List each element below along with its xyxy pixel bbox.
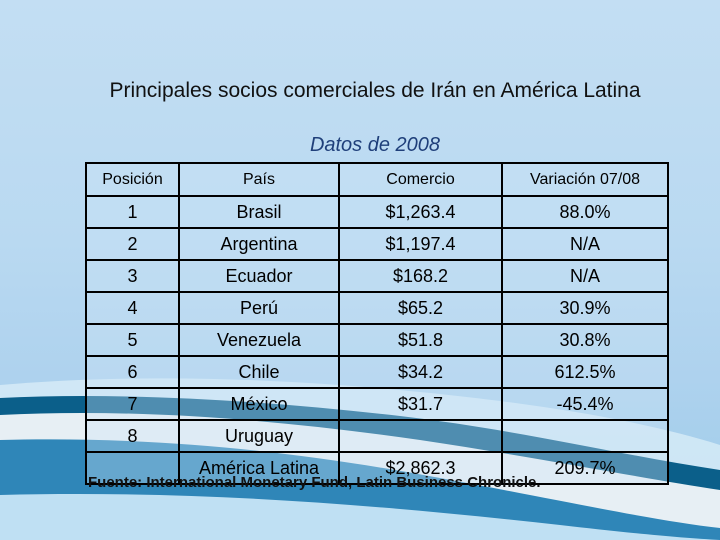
trade-partners-table: Posición País Comercio Variación 07/08 1… bbox=[85, 162, 669, 485]
cell-trade: $34.2 bbox=[338, 355, 503, 389]
cell-country: Brasil bbox=[178, 195, 340, 229]
cell-variation: -45.4% bbox=[501, 387, 669, 421]
table-row: 2 Argentina $1,197.4 N/A bbox=[85, 227, 669, 261]
cell-position: 3 bbox=[85, 259, 180, 293]
cell-variation: 88.0% bbox=[501, 195, 669, 229]
table-row: 8 Uruguay bbox=[85, 419, 669, 453]
source-note: Fuente: International Monetary Fund, Lat… bbox=[88, 474, 541, 491]
cell-country: México bbox=[178, 387, 340, 421]
page-subtitle: Datos de 2008 bbox=[309, 134, 441, 156]
cell-country: Venezuela bbox=[178, 323, 340, 357]
cell-position: 2 bbox=[85, 227, 180, 261]
cell-variation: 612.5% bbox=[501, 355, 669, 389]
cell-trade: $168.2 bbox=[338, 259, 503, 293]
cell-country: Argentina bbox=[178, 227, 340, 261]
cell-country: Perú bbox=[178, 291, 340, 325]
cell-position: 7 bbox=[85, 387, 180, 421]
header-trade: Comercio bbox=[338, 162, 503, 197]
cell-position: 4 bbox=[85, 291, 180, 325]
cell-variation: N/A bbox=[501, 259, 669, 293]
table-row: 5 Venezuela $51.8 30.8% bbox=[85, 323, 669, 357]
cell-variation bbox=[501, 419, 669, 453]
table-row: 4 Perú $65.2 30.9% bbox=[85, 291, 669, 325]
table-row: 7 México $31.7 -45.4% bbox=[85, 387, 669, 421]
cell-country: América Latina bbox=[178, 451, 340, 485]
cell-variation: 209.7% bbox=[501, 451, 669, 485]
table-header-row: Posición País Comercio Variación 07/08 bbox=[85, 162, 669, 197]
table-total-row: América Latina $2,862.3 209.7% bbox=[85, 451, 669, 485]
cell-position: 6 bbox=[85, 355, 180, 389]
cell-position bbox=[85, 451, 180, 485]
page-title: Principales socios comerciales de Irán e… bbox=[109, 79, 641, 102]
cell-country: Ecuador bbox=[178, 259, 340, 293]
cell-trade: $1,197.4 bbox=[338, 227, 503, 261]
cell-variation: N/A bbox=[501, 227, 669, 261]
wave-footer-light bbox=[0, 494, 720, 540]
table-row: 6 Chile $34.2 612.5% bbox=[85, 355, 669, 389]
cell-trade: $2,862.3 bbox=[338, 451, 503, 485]
table-row: 3 Ecuador $168.2 N/A bbox=[85, 259, 669, 293]
header-country: País bbox=[178, 162, 340, 197]
header-position: Posición bbox=[85, 162, 180, 197]
table-row: 1 Brasil $1,263.4 88.0% bbox=[85, 195, 669, 229]
cell-trade bbox=[338, 419, 503, 453]
cell-country: Chile bbox=[178, 355, 340, 389]
cell-variation: 30.8% bbox=[501, 323, 669, 357]
cell-trade: $65.2 bbox=[338, 291, 503, 325]
header-variation: Variación 07/08 bbox=[501, 162, 669, 197]
cell-trade: $1,263.4 bbox=[338, 195, 503, 229]
cell-position: 1 bbox=[85, 195, 180, 229]
cell-position: 5 bbox=[85, 323, 180, 357]
cell-position: 8 bbox=[85, 419, 180, 453]
cell-trade: $51.8 bbox=[338, 323, 503, 357]
cell-country: Uruguay bbox=[178, 419, 340, 453]
cell-trade: $31.7 bbox=[338, 387, 503, 421]
cell-variation: 30.9% bbox=[501, 291, 669, 325]
